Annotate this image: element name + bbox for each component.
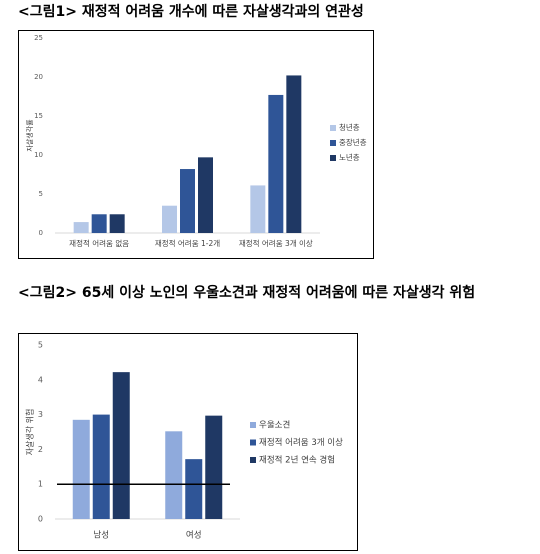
bar [162, 205, 177, 233]
y-tick-label: 4 [38, 375, 43, 384]
y-tick-label: 1 [38, 480, 43, 489]
y-tick-label: 0 [38, 515, 43, 524]
bar [205, 415, 223, 519]
x-tick-label: 재정적 어려움 1-2개 [155, 238, 220, 248]
bar [185, 459, 203, 519]
legend-label: 재정적 2년 연속 경험 [259, 455, 335, 466]
y-tick-label: 5 [39, 190, 43, 198]
bar [268, 94, 284, 233]
bar [165, 431, 183, 519]
y-tick-label: 0 [39, 229, 43, 237]
x-tick-label: 재정적 어려움 3개 이상 [239, 238, 313, 248]
legend-swatch [250, 457, 256, 463]
y-axis-title: 자살생각 위험 [25, 409, 35, 456]
y-tick-label: 5 [38, 341, 43, 350]
legend-label: 청년층 [339, 122, 360, 132]
legend-swatch [330, 125, 336, 131]
bar [112, 372, 130, 519]
bar [92, 414, 110, 519]
chart-frame [18, 30, 374, 259]
legend-label: 노년층 [339, 152, 360, 162]
legend-label: 중장년층 [339, 137, 367, 147]
y-tick-label: 2 [38, 445, 43, 454]
legend-label: 우울소견 [259, 420, 290, 431]
figure-caption: <그림2> 65세 이상 노인의 우울소견과 재정적 어려움에 따른 자살생각 … [18, 285, 476, 301]
legend-swatch [250, 422, 256, 428]
bar [73, 222, 89, 233]
y-tick-label: 20 [34, 73, 43, 81]
legend-swatch [250, 439, 256, 446]
bar [250, 185, 266, 233]
legend-swatch [330, 140, 336, 146]
y-tick-label: 3 [38, 410, 43, 419]
bar [180, 169, 195, 233]
bar [109, 214, 125, 233]
bar [72, 419, 90, 519]
y-tick-label: 10 [34, 151, 43, 159]
bar [286, 75, 302, 233]
bar [91, 214, 107, 233]
bar [198, 157, 213, 233]
y-axis-title: 자살생각률 [25, 119, 34, 152]
figure-caption: <그림1> 재정적 어려움 개수에 따른 자살생각과의 연관성 [18, 4, 364, 20]
legend-label: 재정적 어려움 3개 이상 [259, 437, 343, 448]
x-tick-label: 남성 [93, 531, 109, 541]
legend-swatch [330, 155, 336, 161]
y-tick-label: 25 [34, 34, 43, 42]
x-tick-label: 재정적 어려움 없음 [69, 238, 129, 248]
y-tick-label: 15 [34, 112, 43, 120]
x-tick-label: 여성 [186, 530, 202, 541]
